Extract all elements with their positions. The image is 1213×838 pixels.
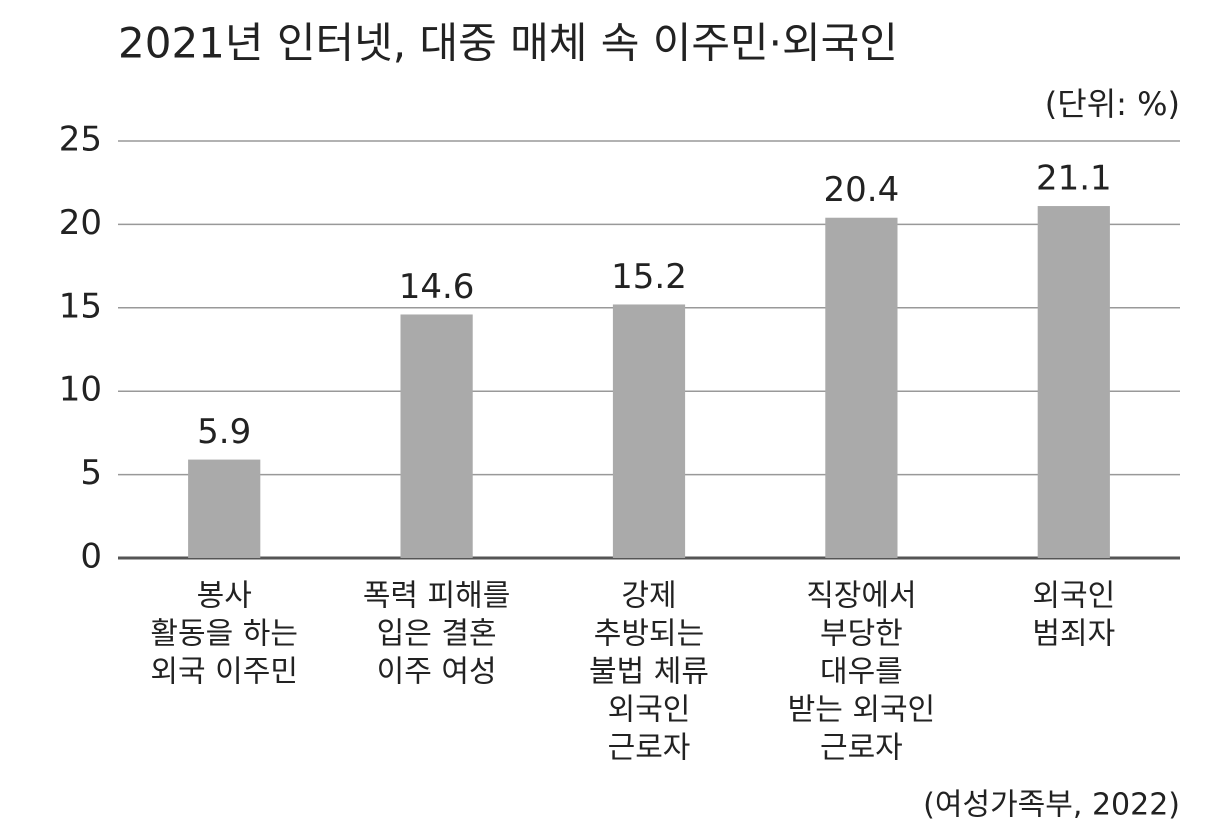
x-tick-label: 대우를 <box>820 655 903 690</box>
x-tick-label: 직장에서 <box>806 579 916 614</box>
y-tick-label: 20 <box>59 203 102 243</box>
y-tick-label: 10 <box>59 370 102 410</box>
value-label: 20.4 <box>824 170 900 210</box>
x-tick-label: 외국인 <box>1032 579 1115 614</box>
bar <box>612 304 686 558</box>
x-tick-label: 이주 여성 <box>377 655 497 690</box>
y-tick-label: 15 <box>59 286 102 326</box>
bar <box>188 459 261 558</box>
chart-title: 2021년 인터넷, 대중 매체 속 이주민·외국인 <box>118 19 898 68</box>
value-label: 15.2 <box>611 257 687 297</box>
value-label: 14.6 <box>399 267 475 307</box>
y-tick-label: 5 <box>80 453 102 493</box>
x-tick-label: 봉사 <box>197 579 252 614</box>
x-tick-label: 부당한 <box>820 617 903 652</box>
bar <box>400 314 473 558</box>
y-tick-label: 25 <box>59 120 102 160</box>
x-tick-label: 불법 체류 <box>589 655 709 690</box>
bar <box>825 217 898 558</box>
x-tick-label: 폭력 피해를 <box>363 579 511 614</box>
value-label: 5.9 <box>197 412 251 452</box>
source-label: (여성가족부, 2022) <box>923 788 1180 823</box>
value-label: 21.1 <box>1036 159 1112 199</box>
x-tick-label: 강제 <box>621 579 676 614</box>
x-tick-label: 받는 외국인 <box>788 693 936 728</box>
unit-label: (단위: %) <box>1045 85 1180 123</box>
x-tick-label: 입은 결혼 <box>377 617 497 652</box>
x-tick-label: 추방되는 <box>594 617 704 652</box>
x-tick-label: 범죄자 <box>1032 617 1115 652</box>
x-tick-label: 외국 이주민 <box>150 655 298 690</box>
y-tick-label: 0 <box>80 537 102 577</box>
x-tick-label: 외국인 <box>608 693 691 728</box>
x-tick-label: 근로자 <box>608 731 691 766</box>
x-tick-label: 활동을 하는 <box>150 617 298 652</box>
bar <box>1037 206 1110 558</box>
x-tick-label: 근로자 <box>820 731 903 766</box>
